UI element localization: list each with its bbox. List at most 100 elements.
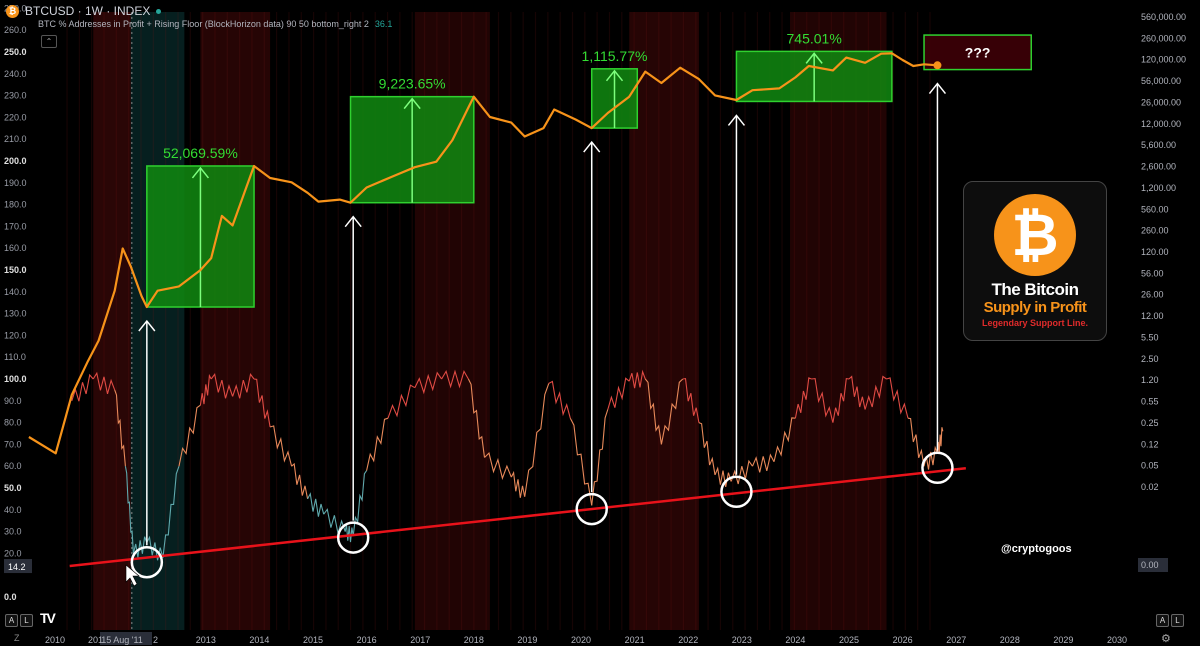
left-axis-tick-3: 240.0 xyxy=(4,69,27,79)
stripe xyxy=(695,12,697,630)
stripe xyxy=(596,12,598,630)
right-axis-tick-8: 1,200.00 xyxy=(1141,183,1176,193)
left-axis-tick-23: 40.0 xyxy=(4,505,22,515)
right-axis-tick-13: 26.00 xyxy=(1141,290,1164,300)
left-axis-marker: 14.2 xyxy=(8,562,26,572)
stripe xyxy=(177,12,179,630)
gain-label-2: 1,115.77% xyxy=(582,48,648,64)
arrows xyxy=(125,82,954,587)
profit-segment-12 xyxy=(269,425,293,467)
profit-segment-14 xyxy=(307,492,325,517)
indicator-legend[interactable]: BTC % Addresses in Profit + Rising Floor… xyxy=(38,19,392,29)
left-axis-tick-13: 140.0 xyxy=(4,287,27,297)
bottom-arrowhead-3 xyxy=(727,114,746,126)
stripe xyxy=(744,12,746,630)
auto-scale-button-right[interactable]: A xyxy=(1156,614,1169,627)
right-axis-tick-9: 560.00 xyxy=(1141,204,1169,214)
profit-segment-41 xyxy=(832,377,850,423)
gain-label-0: 52,069.59% xyxy=(163,145,238,161)
stripe xyxy=(473,12,475,630)
left-axis-tick-14: 130.0 xyxy=(4,309,27,319)
right-axis-tick-12: 56.00 xyxy=(1141,268,1164,278)
stripe xyxy=(300,12,302,630)
stripe xyxy=(251,12,253,630)
log-scale-button-left[interactable]: L xyxy=(20,614,33,627)
stripe xyxy=(707,12,709,630)
price-line xyxy=(28,52,938,455)
stripe xyxy=(670,12,672,630)
profit-segment-31 xyxy=(644,378,662,445)
stripe xyxy=(128,12,130,630)
stripe xyxy=(276,12,278,630)
indicator-value: 36.1 xyxy=(374,19,393,29)
x-axis-tick-17: 2026 xyxy=(893,635,913,645)
stripe xyxy=(202,12,204,630)
x-axis-tick-5: 2014 xyxy=(249,635,269,645)
x-axis-tick-20: 2029 xyxy=(1053,635,1073,645)
bottom-circle-0 xyxy=(130,545,164,579)
stripe xyxy=(411,12,413,630)
logo-subtitle: Supply in Profit xyxy=(983,299,1087,316)
x-axis-tick-19: 2028 xyxy=(1000,635,1020,645)
right-axis-tick-15: 5.50 xyxy=(1141,332,1159,342)
zoom-reset-icon[interactable]: Z xyxy=(14,633,20,643)
log-scale-button-right[interactable]: L xyxy=(1171,614,1184,627)
tradingview-logo-icon[interactable]: TV xyxy=(40,610,56,626)
gain-arrowhead-1 xyxy=(403,97,421,110)
symbol-header[interactable]: ₿ BTCUSD · 1W · INDEX xyxy=(6,2,162,20)
left-axis-tick-15: 120.0 xyxy=(4,330,27,340)
profit-segment-29 xyxy=(607,377,630,410)
left-axis-tick-11: 160.0 xyxy=(4,243,27,253)
stripe xyxy=(658,12,660,630)
profit-segment-27 xyxy=(569,417,593,506)
stripe xyxy=(485,12,487,630)
stripe xyxy=(904,12,906,630)
background-bands xyxy=(66,12,931,630)
cycle-band-4 xyxy=(629,12,699,630)
stripe xyxy=(374,12,376,630)
x-axis-tick-3: 2 xyxy=(153,635,158,645)
stripe xyxy=(66,12,68,630)
indicator-label: BTC % Addresses in Profit + Rising Floor… xyxy=(38,19,369,29)
right-axis-marker-bg xyxy=(1138,558,1168,572)
right-axis-tick-19: 0.25 xyxy=(1141,418,1159,428)
bottom-circle-3 xyxy=(720,475,753,509)
price-series xyxy=(28,52,942,455)
stripe xyxy=(349,12,352,630)
x-axis-tick-6: 2015 xyxy=(303,635,323,645)
profit-segment-44 xyxy=(886,377,909,419)
auto-scale-button-left[interactable]: A xyxy=(5,614,18,627)
right-axis-tick-20: 0.12 xyxy=(1141,439,1159,449)
left-axis-tick-18: 90.0 xyxy=(4,396,22,406)
x-axis-tick-18: 2027 xyxy=(946,635,966,645)
stripe xyxy=(399,12,401,630)
x-axis-tick-9: 2018 xyxy=(464,635,484,645)
question-label: ??? xyxy=(965,44,991,60)
right-axis-tick-14: 12.00 xyxy=(1141,311,1164,321)
profit-series xyxy=(71,369,944,561)
stripe xyxy=(547,12,549,630)
gear-icon[interactable]: ⚙ xyxy=(1161,633,1171,645)
gain-label-3: 745.01% xyxy=(787,30,842,46)
stripe xyxy=(460,12,463,630)
left-axis-marker-bg xyxy=(4,559,32,574)
bottom-arrowhead-4 xyxy=(928,82,947,95)
profit-segment-30 xyxy=(628,369,646,389)
collapse-legend-icon[interactable]: ⌃ xyxy=(41,35,57,48)
left-axis-tick-1: 260.0 xyxy=(4,25,27,35)
x-axis-tick-15: 2024 xyxy=(785,635,805,645)
gain-box-4 xyxy=(923,34,1032,71)
right-axis-tick-1: 260,000.00 xyxy=(1141,33,1186,43)
stripe xyxy=(818,12,820,630)
symbol-label: BTCUSD · 1W · INDEX xyxy=(25,4,151,18)
profit-segment-13 xyxy=(291,462,309,500)
x-axis-tick-7: 2016 xyxy=(357,635,377,645)
stripe xyxy=(645,12,648,630)
gain-label-1: 9,223.65% xyxy=(379,76,446,92)
left-axis-tick-6: 210.0 xyxy=(4,134,27,144)
right-axis-tick-16: 2.50 xyxy=(1141,354,1159,364)
right-axis-tick-3: 56,000.00 xyxy=(1141,76,1181,86)
stripe xyxy=(214,12,216,630)
